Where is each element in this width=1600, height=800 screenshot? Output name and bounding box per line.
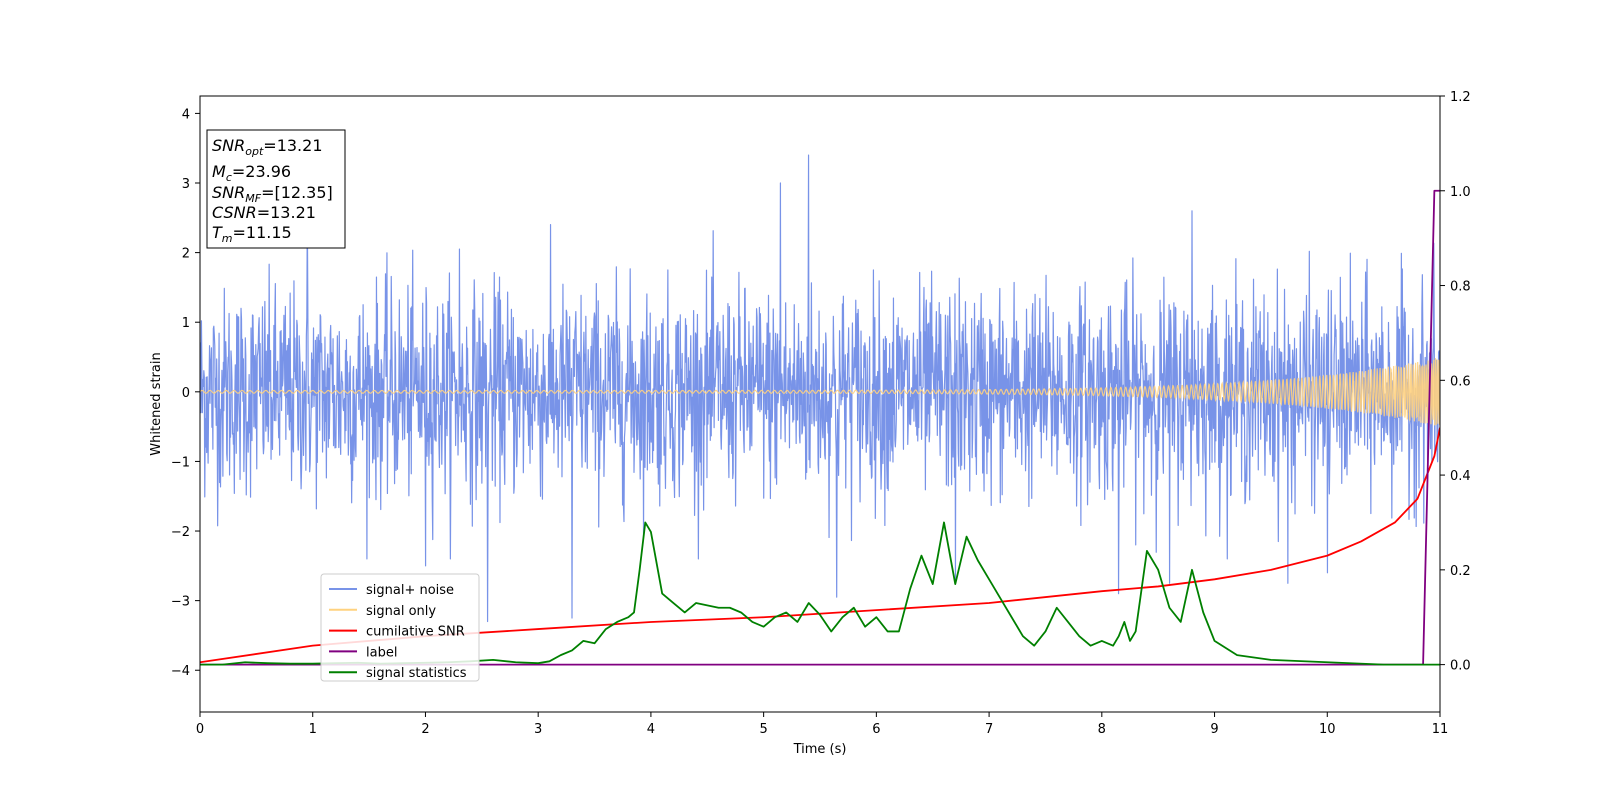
y2-tick-label: 0.4	[1450, 469, 1471, 484]
legend-label: label	[366, 645, 397, 660]
y2-tick-label: 0.0	[1450, 659, 1471, 674]
y-tick-label: 0	[182, 386, 190, 401]
y-tick-label: 2	[182, 247, 190, 262]
y2-tick-label: 0.6	[1450, 374, 1471, 389]
y-tick-label: −3	[171, 595, 190, 610]
y-tick-label: −2	[171, 525, 190, 540]
legend-label: signal+ noise	[366, 583, 454, 598]
x-tick-label: 10	[1319, 722, 1336, 737]
legend-label: signal statistics	[366, 666, 467, 681]
plot-frame	[199, 95, 1441, 713]
info-box: SNRopt=13.21 Mc=23.96 SNRMF=[12.35] CSNR…	[206, 129, 346, 249]
y-tick-label: 1	[182, 316, 190, 331]
info-box-frame	[206, 129, 346, 249]
y-axis-right: 1.2 1.0 0.8 0.6 0.4 0.2 0.0	[1440, 90, 1471, 674]
x-tick-label: 5	[759, 722, 767, 737]
x-axis: 0 1 2 3 4 5 6 7 8 9 10 11	[196, 712, 1448, 737]
series-signal-statistics	[200, 521, 1440, 666]
series-signal-noise	[200, 154, 1440, 623]
y2-tick-label: 1.0	[1450, 185, 1471, 200]
x-tick-label: 0	[196, 722, 204, 737]
legend-frame	[320, 573, 480, 682]
legend: signal+ noise signal only cumilative SNR la…	[320, 573, 480, 682]
y-axis-label: Whitened strain	[149, 352, 164, 455]
series-cumulative-snr	[200, 427, 1440, 664]
series-label	[200, 189, 1440, 666]
x-tick-label: 9	[1210, 722, 1218, 737]
x-axis-label: Time (s)	[793, 742, 847, 757]
x-tick-label: 3	[534, 722, 542, 737]
x-tick-label: 4	[647, 722, 655, 737]
y2-tick-label: 0.2	[1450, 564, 1471, 579]
legend-label: cumilative SNR	[366, 625, 465, 640]
info-csnr: CSNR=13.21	[212, 203, 316, 222]
y-tick-label: 3	[182, 177, 190, 192]
y-tick-label: −1	[171, 455, 190, 470]
info-snr-mf: SNRMF=[12.35]	[212, 183, 333, 205]
series-signal-only	[200, 358, 1440, 426]
y2-tick-label: 0.8	[1450, 280, 1471, 295]
x-tick-label: 6	[872, 722, 880, 737]
y2-tick-label: 1.2	[1450, 90, 1471, 105]
plot-area	[200, 154, 1440, 666]
x-tick-label: 11	[1432, 722, 1449, 737]
y-tick-label: −4	[171, 664, 190, 679]
x-tick-label: 7	[985, 722, 993, 737]
info-tm: Tm=11.15	[212, 223, 292, 245]
y-tick-label: 4	[182, 107, 190, 122]
x-tick-label: 8	[1098, 722, 1106, 737]
info-mc: Mc=23.96	[212, 162, 291, 184]
y-axis-left: 4 3 2 1 0 −1 −2 −3 −4	[171, 107, 200, 679]
legend-label: signal only	[366, 604, 436, 619]
info-snr-opt: SNRopt=13.21	[212, 136, 323, 158]
x-tick-label: 2	[421, 722, 429, 737]
x-tick-label: 1	[309, 722, 317, 737]
